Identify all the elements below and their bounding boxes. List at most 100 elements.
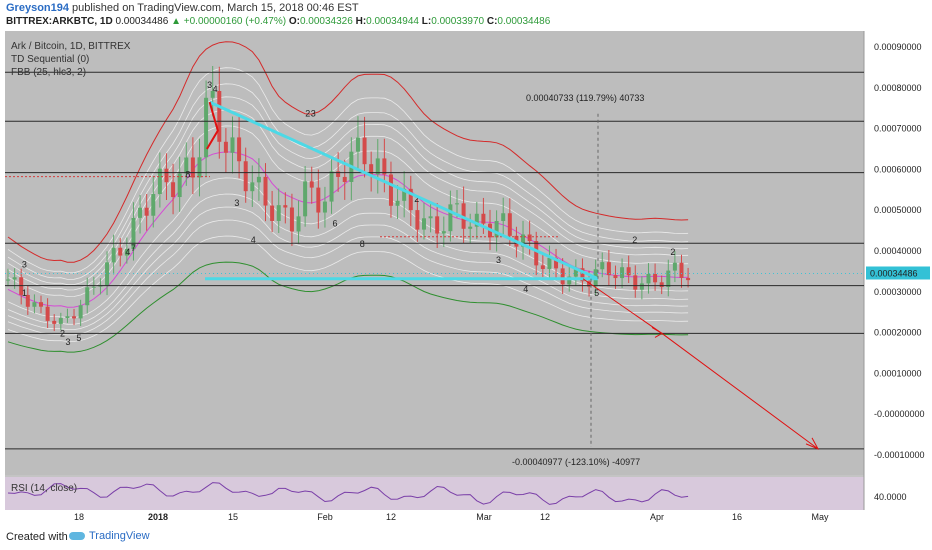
red-swing-line [206, 101, 219, 150]
candle-body [210, 91, 215, 98]
candle-body [547, 257, 552, 269]
td-count: 8 [360, 239, 365, 249]
candle-body [263, 176, 268, 206]
open-key: O: [288, 16, 300, 27]
time-axis-bg[interactable] [5, 510, 864, 524]
legend-title: Ark / Bitcoin, 1D, BITTREX [11, 41, 131, 52]
candle-body [395, 200, 400, 206]
candle-body [237, 137, 242, 162]
candle-body [138, 207, 143, 218]
candle-body [177, 173, 182, 198]
symbol-name: BITTREX:ARKBTC, 1D [6, 16, 113, 27]
candle-body [72, 316, 77, 319]
time-tick-label: Mar [476, 512, 492, 522]
price-tick-label: 0.00020000 [874, 328, 922, 338]
last-price-badge [866, 266, 930, 280]
time-tick-label: 2018 [148, 512, 168, 522]
rsi-pane[interactable] [5, 477, 864, 510]
measure-up-label: 0.00040733 (119.79%) 40733 [526, 93, 644, 103]
candle-body [580, 268, 585, 282]
price-tick-label: 0.00040000 [874, 246, 922, 256]
fib-band-lower [7, 206, 689, 330]
candle-body [105, 262, 110, 286]
candle-body [659, 282, 664, 288]
time-tick-label: 16 [732, 512, 742, 522]
candle-body [521, 234, 526, 247]
price-tick-label: 0.00030000 [874, 287, 922, 297]
candle-body [78, 305, 83, 319]
price-tick-label: 0.00070000 [874, 124, 922, 134]
candle-body [111, 247, 116, 263]
measure-down-label: -0.00040977 (-123.10%) -40977 [512, 457, 640, 467]
td-count: 2 [60, 329, 65, 339]
candle-body [633, 275, 638, 290]
candle-body [58, 318, 63, 324]
legend-fbb[interactable]: FBB (25, hlc3, 2) [11, 67, 87, 78]
candle-body [243, 161, 248, 192]
descending-trendline [209, 100, 599, 281]
candle-body [144, 207, 149, 216]
candle-body [65, 316, 70, 319]
time-tick-label: Apr [650, 512, 664, 522]
candle-body [481, 213, 486, 224]
projection-leg-2 [661, 333, 819, 450]
candle-body [303, 181, 308, 217]
candle-body [25, 294, 30, 307]
tradingview-logo[interactable]: TradingView [69, 530, 150, 542]
candle-body [151, 194, 156, 216]
candle-body [362, 137, 367, 165]
price-tick-label: 0.00010000 [874, 368, 922, 378]
created-with-text: Created with [6, 531, 68, 543]
td-count: 3 [207, 80, 212, 90]
publish-info: published on TradingView.com, March 15, … [72, 2, 359, 14]
price-tick-label: 0.00080000 [874, 83, 922, 93]
td-count: 3 [22, 259, 27, 269]
candle-body [230, 137, 235, 153]
candle-body [527, 234, 532, 242]
rsi-line [7, 482, 689, 505]
candle-body [157, 168, 162, 195]
candle-body [421, 218, 426, 230]
candle-body [190, 157, 195, 178]
close-key: C: [486, 16, 498, 27]
close-value: 0.00034486 [497, 16, 551, 27]
td-count: 7 [131, 243, 136, 253]
candle-body [567, 276, 572, 285]
td-count: 1 [22, 288, 27, 298]
rsi-legend[interactable]: RSI (14, close) [11, 483, 78, 494]
td-count: 2 [632, 235, 637, 245]
price-change: +0.00000160 (+0.47%) [183, 16, 287, 27]
price-pane[interactable] [5, 31, 864, 475]
legend-td-sequential[interactable]: TD Sequential (0) [11, 54, 90, 65]
candle-body [184, 157, 189, 174]
candle-body [441, 231, 446, 234]
brand-name: TradingView [89, 530, 150, 542]
time-tick-label: Feb [317, 512, 333, 522]
candle-body [39, 302, 44, 307]
td-count: 8 [185, 170, 190, 180]
candle-body [474, 213, 479, 227]
author-link[interactable]: Greyson194 [6, 2, 69, 14]
candle-body [289, 207, 294, 232]
chart-legend: Ark / Bitcoin, 1D, BITTREX TD Sequential… [11, 40, 130, 79]
time-tick-label: 12 [540, 512, 550, 522]
price-tick-label: 0.00050000 [874, 205, 922, 215]
candle-body [613, 275, 618, 279]
low-value: 0.00033970 [431, 16, 485, 27]
td-count: 3 [311, 108, 316, 118]
td-count: 3 [234, 198, 239, 208]
candle-body [131, 217, 136, 250]
rsi-series [7, 482, 689, 505]
candle-body [382, 158, 387, 175]
low-key: L: [421, 16, 432, 27]
candle-body [342, 176, 347, 182]
candle-body [250, 182, 255, 192]
fib-band-upper [7, 67, 689, 274]
band-upper [7, 41, 689, 263]
footer: Created with TradingView [0, 524, 932, 550]
fib-band-upper [7, 96, 689, 286]
td-count: 3 [65, 337, 70, 347]
chart-header: Greyson194 published on TradingView.com,… [0, 0, 932, 30]
candle-body [435, 216, 440, 234]
